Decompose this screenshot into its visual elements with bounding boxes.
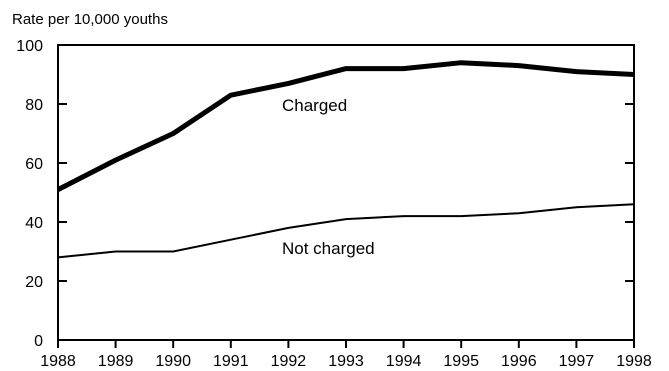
series-line-not-charged [57, 203, 635, 259]
axis-ticks: 0 20 40 60 80 100 1988 1989 1990 1991 1992 1993 1994… [16, 38, 652, 370]
y-tick-label: 60 [25, 156, 43, 173]
x-tick-label: 1991 [213, 353, 249, 370]
x-tick-label: 1992 [271, 353, 307, 370]
x-tick-label: 1990 [155, 353, 191, 370]
plot-frame [57, 44, 635, 341]
y-tick-label: 100 [16, 38, 43, 55]
x-tick-label: 1996 [501, 353, 537, 370]
x-tick-label: 1994 [386, 353, 422, 370]
series-lines [56, 60, 635, 259]
x-tick-label: 1997 [559, 353, 595, 370]
y-tick-label: 0 [34, 333, 43, 350]
series-label-not-charged: Not charged [282, 239, 375, 258]
x-tick-label: 1998 [616, 353, 652, 370]
series-line-charged [56, 60, 635, 192]
x-tick-label: 1995 [443, 353, 479, 370]
series-label-charged: Charged [282, 96, 347, 115]
x-tick-label: 1993 [328, 353, 364, 370]
y-axis-label: Rate per 10,000 youths [12, 11, 168, 28]
y-tick-label: 20 [25, 274, 43, 291]
x-tick-label: 1989 [98, 353, 134, 370]
x-tick-label: 1988 [40, 353, 76, 370]
y-tick-label: 80 [25, 97, 43, 114]
y-tick-label: 40 [25, 215, 43, 232]
